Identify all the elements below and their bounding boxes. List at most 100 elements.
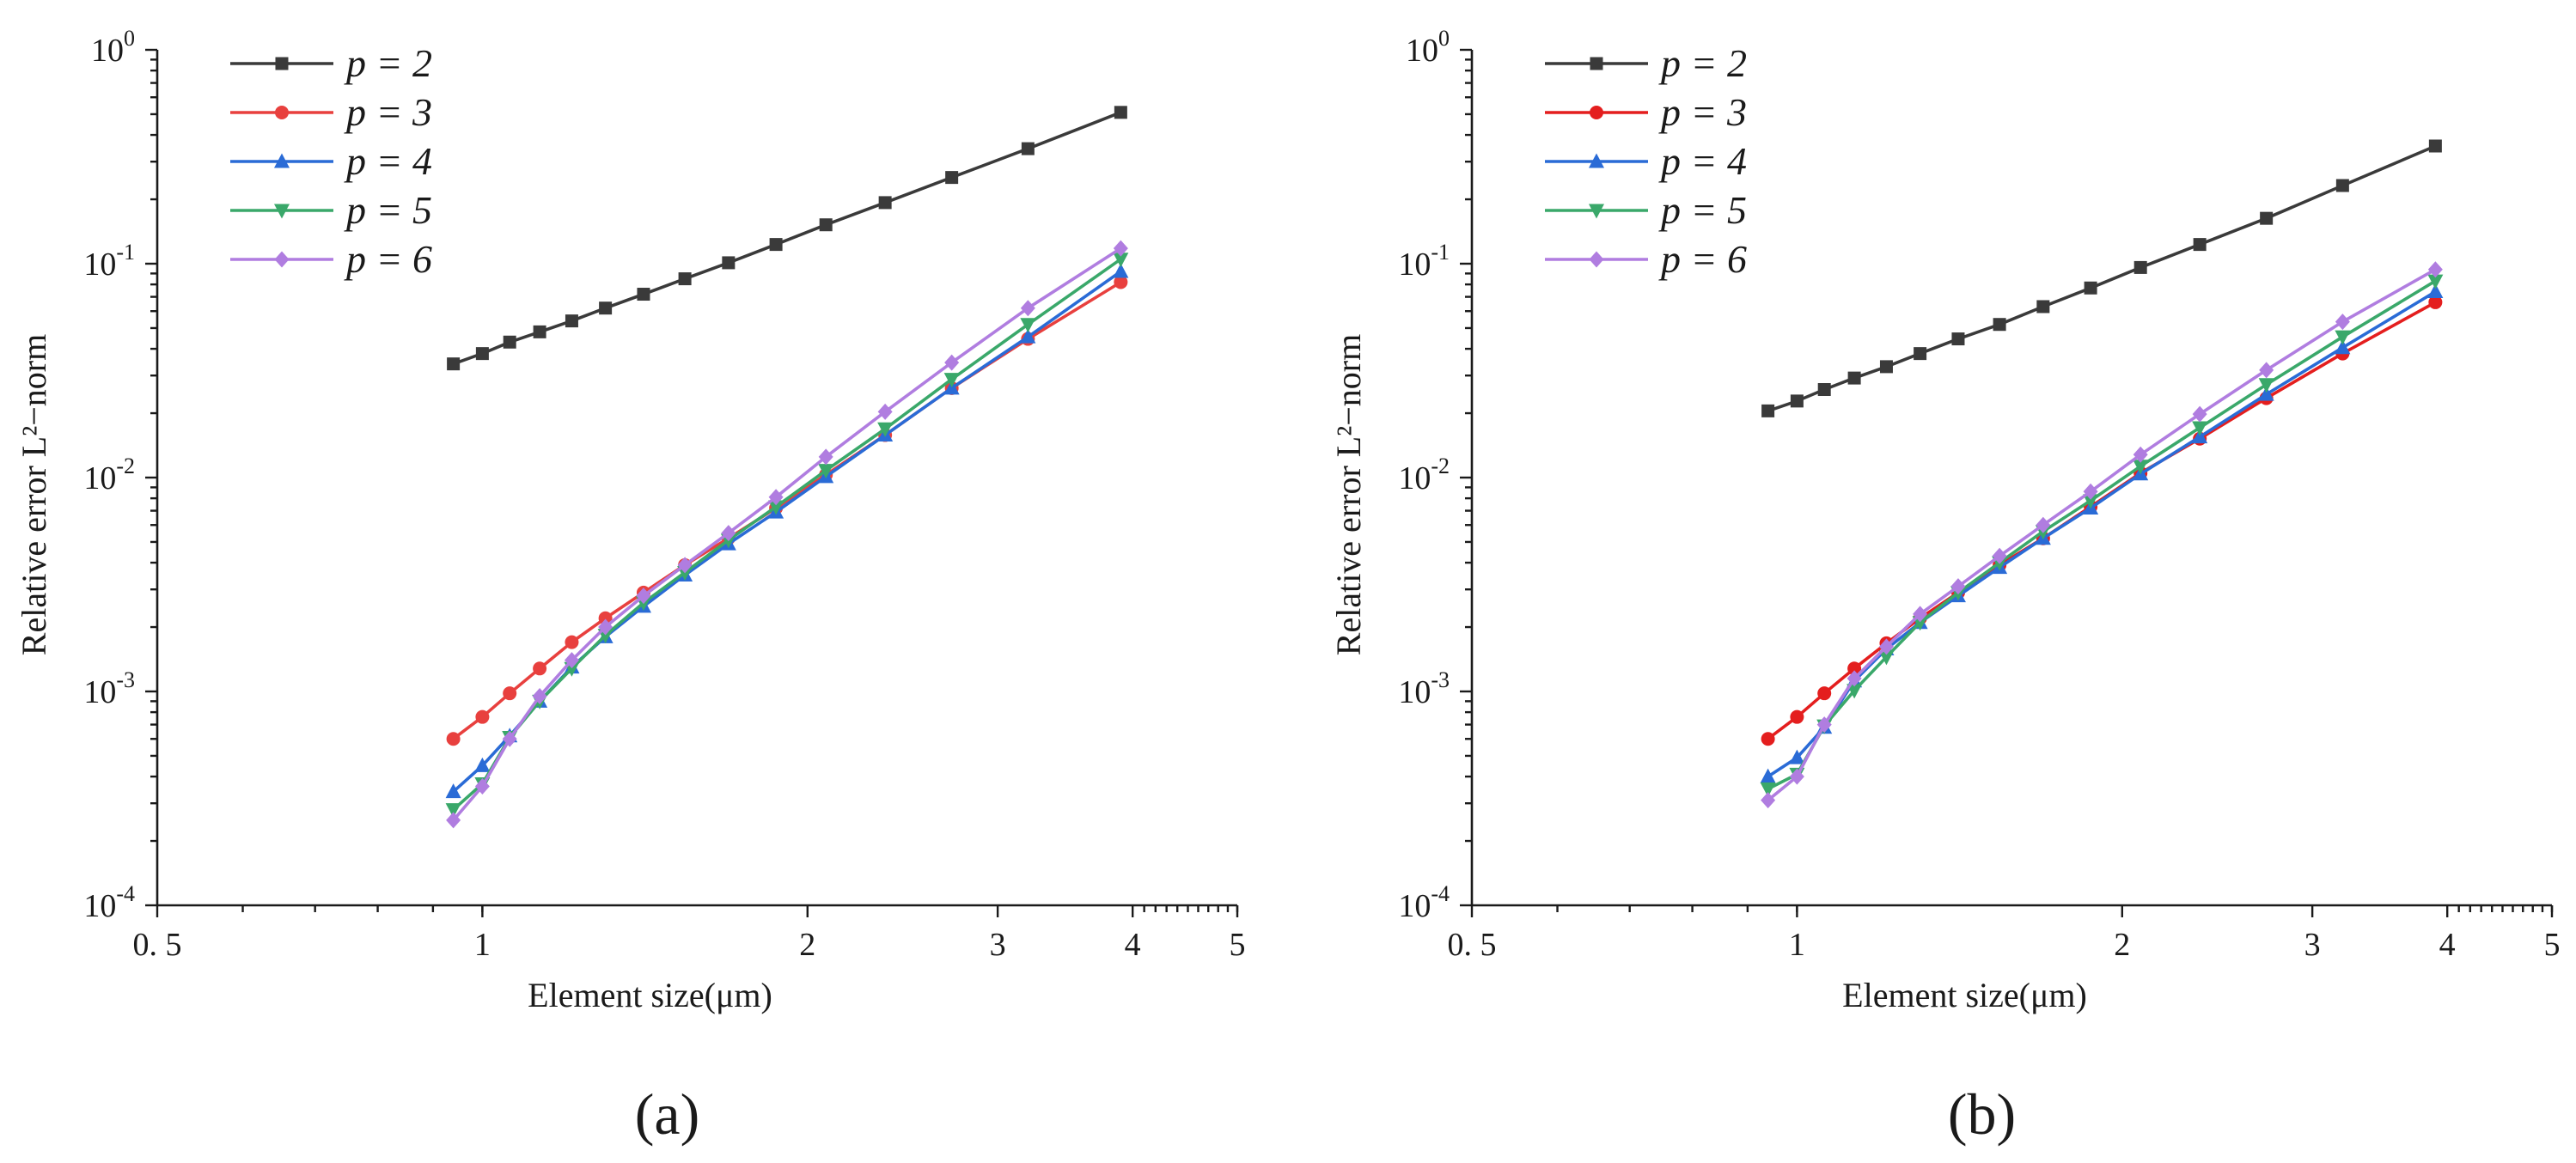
data-point: [532, 688, 547, 705]
data-point: [2260, 211, 2274, 225]
x-tick-label: 2: [2114, 927, 2130, 963]
data-point: [1847, 684, 1863, 699]
legend-label: p = 2: [344, 41, 432, 85]
data-point: [2258, 386, 2274, 401]
legend-marker: [274, 251, 290, 268]
data-point: [598, 618, 613, 636]
data-point: [1020, 328, 1036, 344]
data-point: [1113, 253, 1129, 268]
data-point: [1760, 782, 1776, 798]
x-tick-label: 3: [2304, 927, 2321, 963]
data-point: [1789, 749, 1805, 764]
data-point: [1761, 732, 1775, 746]
y-tick-label: 10-4: [83, 881, 135, 924]
data-point: [1790, 394, 1804, 408]
data-point: [677, 557, 693, 574]
data-point: [2133, 260, 2147, 274]
series-line: [452, 280, 1122, 740]
data-point: [445, 803, 461, 819]
data-point: [1992, 547, 2007, 564]
legend-marker: [275, 106, 289, 119]
data-point: [1789, 768, 1804, 785]
legend-marker: [275, 57, 289, 70]
legend-item: p = 5: [1545, 188, 1747, 232]
legend-item: p = 4: [1545, 139, 1747, 183]
data-point: [1114, 106, 1127, 119]
data-point: [1761, 404, 1775, 417]
data-point: [877, 422, 894, 437]
data-point: [2083, 494, 2099, 509]
series-line: [452, 270, 1122, 794]
x-axis-title: Element size(μm): [528, 976, 772, 1014]
data-point: [945, 171, 959, 185]
x-tick-label: 0. 5: [133, 927, 182, 963]
data-point: [447, 357, 461, 371]
data-point: [503, 335, 516, 349]
data-point: [1021, 142, 1035, 155]
legend: p = 2 p = 3 p = 4 p = 5 p = 6: [1545, 41, 1747, 281]
data-point: [2335, 330, 2351, 345]
data-point: [2427, 283, 2444, 299]
data-point: [2193, 238, 2207, 252]
y-tick-label: 10-2: [1398, 454, 1450, 496]
data-point: [2084, 281, 2097, 295]
legend-item: p = 4: [230, 139, 432, 183]
data-point: [1114, 275, 1128, 289]
data-point: [943, 373, 960, 388]
data-point: [1020, 318, 1036, 333]
legend-label: p = 5: [344, 188, 432, 232]
legend-label: p = 5: [1658, 188, 1747, 232]
data-point: [446, 812, 461, 829]
y-tick-label: 10-3: [83, 667, 135, 710]
data-point: [1113, 263, 1129, 278]
data-point: [2335, 339, 2351, 355]
series-line: [1767, 301, 2437, 740]
data-point: [2133, 460, 2149, 475]
data-point: [1761, 792, 1776, 809]
data-point: [637, 288, 650, 301]
legend-label: p = 2: [1658, 41, 1747, 85]
legend-item: p = 3: [230, 90, 432, 134]
y-tick-label: 10-4: [1398, 881, 1450, 924]
y-tick-label: 100: [91, 26, 135, 69]
data-point: [2192, 429, 2208, 444]
legend-label: p = 4: [344, 139, 432, 183]
data-point: [2259, 362, 2274, 379]
series-p-2: [447, 106, 1127, 371]
x-tick-label: 1: [474, 927, 491, 963]
data-point: [818, 464, 834, 479]
data-point: [565, 314, 578, 328]
data-point: [474, 777, 490, 795]
y-tick-label: 10-1: [1398, 240, 1450, 283]
x-axis-title: Element size(μm): [1842, 976, 2087, 1014]
data-point: [1847, 661, 1862, 676]
y-tick-label: 100: [1406, 26, 1450, 69]
data-point: [722, 256, 736, 270]
legend: p = 2 p = 3 p = 4 p = 5 p = 6: [230, 41, 432, 281]
data-point: [2133, 446, 2148, 463]
data-point: [1950, 578, 1966, 595]
legend-label: p = 3: [344, 90, 432, 134]
data-point: [818, 448, 833, 466]
legend-marker: [1589, 251, 1604, 268]
x-tick-label: 2: [799, 927, 815, 963]
data-point: [2036, 300, 2050, 314]
data-point: [564, 652, 579, 669]
data-point: [533, 661, 547, 676]
data-point: [2335, 314, 2350, 331]
series-p-6: [446, 240, 1128, 829]
data-point: [2335, 179, 2349, 192]
legend-item: p = 6: [1545, 237, 1747, 281]
data-point: [1879, 360, 1893, 374]
data-point: [1913, 606, 1928, 623]
legend-marker: [274, 153, 290, 168]
data-point: [1113, 240, 1128, 257]
legend-marker: [1589, 204, 1604, 219]
x-tick-label: 1: [1789, 927, 1805, 963]
data-point: [446, 732, 461, 746]
legend-label: p = 6: [1658, 237, 1747, 281]
data-point: [599, 301, 613, 315]
x-tick-label: 4: [1125, 927, 1141, 963]
data-point: [2083, 483, 2098, 500]
